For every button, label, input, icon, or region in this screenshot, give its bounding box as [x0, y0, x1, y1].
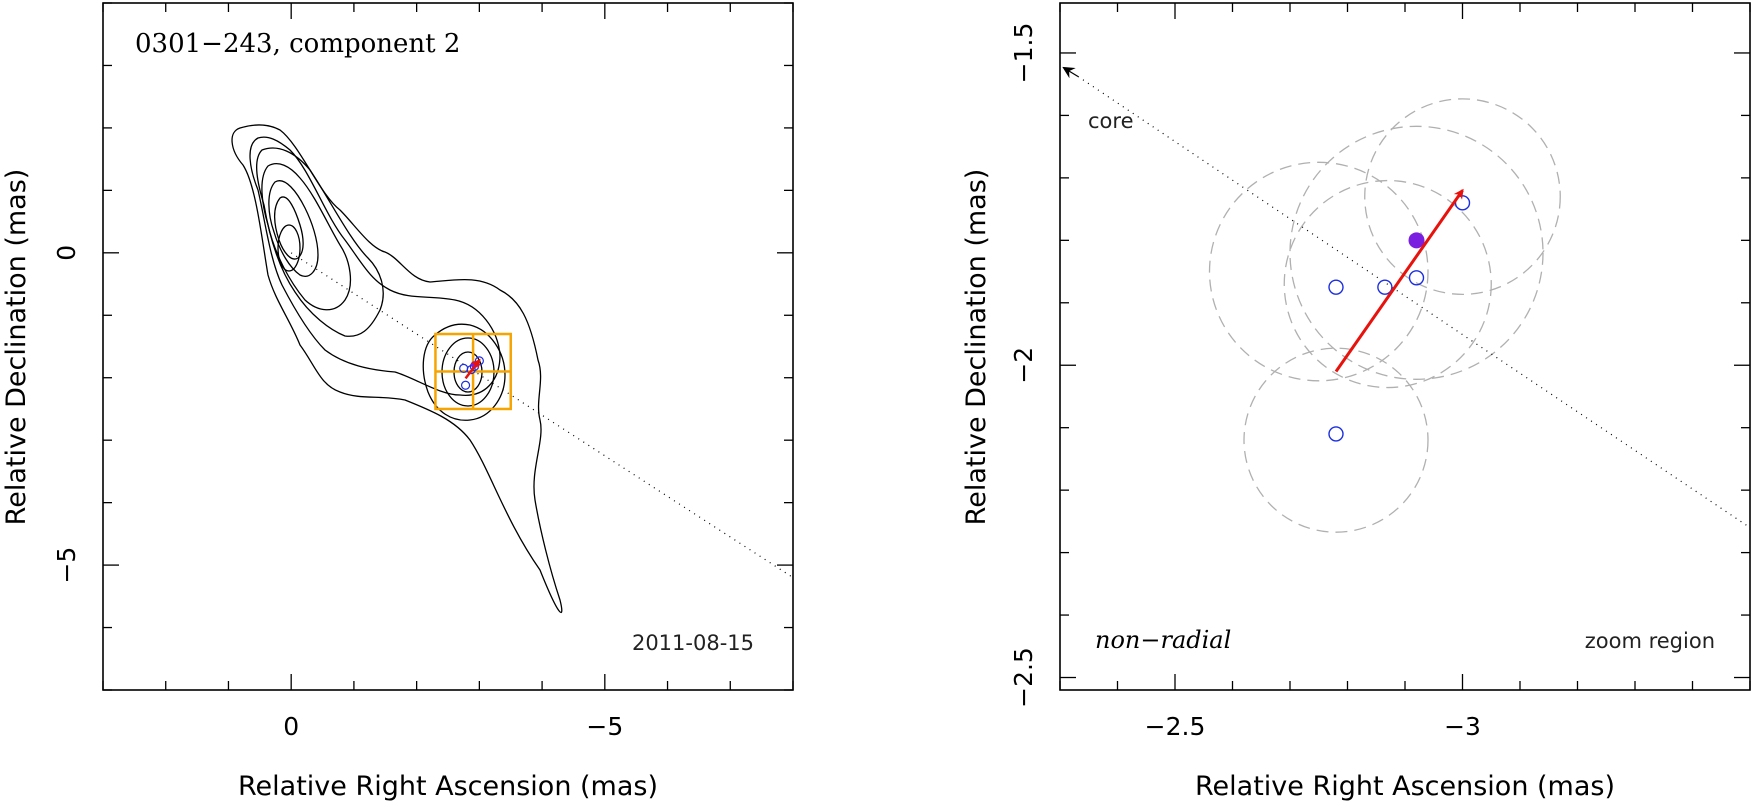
component-position-point: [1408, 270, 1425, 286]
zoom-region-label: zoom region: [1585, 629, 1715, 653]
right-panel: −2.5 −3 −1.5 −2 −2.5 core non−radial zoom re…: [961, 2, 1751, 802]
contour-lines: [231, 124, 563, 613]
error-circle: [1364, 98, 1561, 296]
y-tick-label: −1.5: [1009, 23, 1038, 84]
error-circle: [1208, 161, 1429, 382]
component-position-point: [1328, 426, 1344, 442]
left-axis-ticks: 0 −5 0 −5: [52, 2, 794, 741]
y-tick-label: −5: [52, 547, 81, 584]
x-tick-label: −3: [1444, 712, 1481, 741]
component-position-point: [460, 380, 471, 390]
x-tick-label: −5: [586, 712, 623, 741]
core-direction-line: [290, 252, 794, 579]
component-position-point: [1377, 279, 1393, 295]
contour-3: [256, 147, 384, 337]
left-x-axis-label: Relative Right Ascension (mas): [238, 771, 658, 802]
non-radial-label: non−radial: [1095, 626, 1231, 654]
right-axis-ticks: −2.5 −3 −1.5 −2 −2.5: [1009, 3, 1751, 741]
core-direction-arrow: [1062, 66, 1079, 79]
contour-core-peak: [277, 224, 301, 272]
y-tick-label: 0: [52, 245, 81, 261]
left-plot-frame: [102, 2, 794, 691]
contour-comp2-outer: [422, 323, 506, 421]
left-panel: 0 −50−5 0301−243, component 2 2011-08-15 …: [1, 2, 794, 802]
observation-date: 2011-08-15: [632, 631, 754, 655]
velocity-arrow: [464, 358, 481, 380]
contour-outer: [231, 124, 563, 613]
core-direction-line-zoom: [1077, 75, 1751, 529]
mean-position-point-zoom: [1408, 232, 1425, 249]
component-position-point: [1328, 279, 1344, 295]
component-positions-zoom: [1328, 195, 1471, 442]
left-y-axis-label: Relative Declination (mas): [1, 169, 32, 526]
zoom-box: [434, 332, 512, 411]
right-y-axis-label: Relative Declination (mas): [961, 169, 992, 526]
velocity-arrow-zoom: [1334, 188, 1464, 373]
x-tick-label: −2.5: [1145, 712, 1206, 741]
contour-4: [261, 163, 352, 311]
x-tick-label: 0: [283, 712, 299, 741]
right-x-axis-label: Relative Right Ascension (mas): [1195, 771, 1615, 802]
error-circle: [1283, 179, 1492, 389]
y-tick-label: −2.5: [1009, 647, 1038, 708]
right-plot-frame: [1059, 2, 1751, 691]
contour-5: [268, 180, 319, 277]
left-panel-title: 0301−243, component 2: [135, 29, 460, 59]
error-circle: [1243, 347, 1429, 533]
y-tick-label: −2: [1009, 347, 1038, 384]
contour-6: [273, 196, 304, 260]
error-circle: [1289, 125, 1544, 380]
error-circles: [1208, 98, 1561, 533]
core-label: core: [1088, 109, 1134, 133]
